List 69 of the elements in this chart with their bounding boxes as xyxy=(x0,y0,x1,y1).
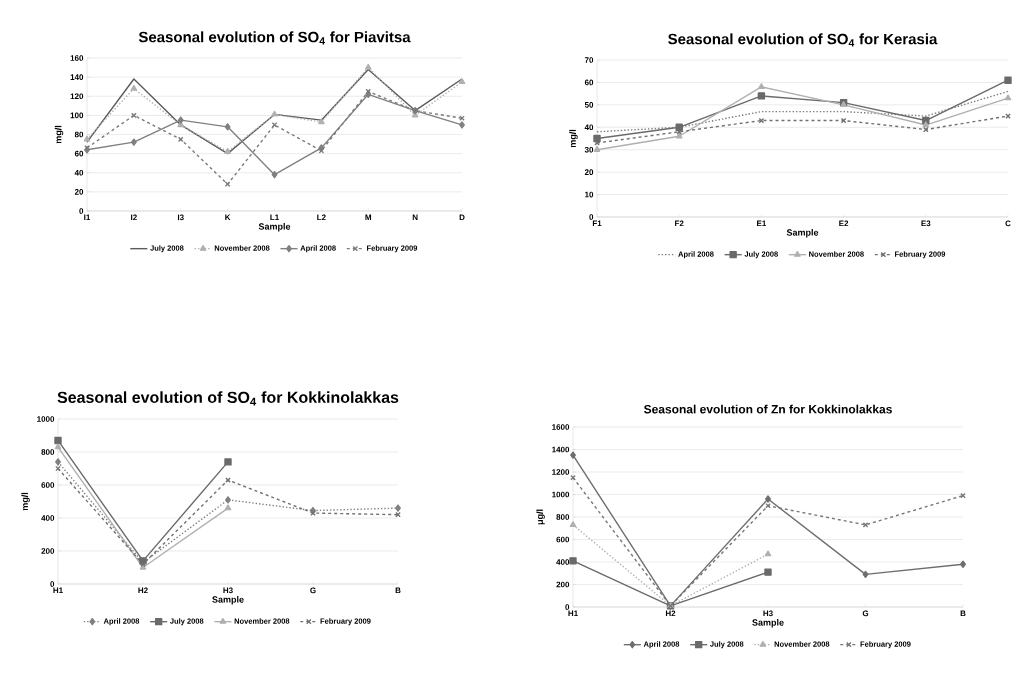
y-axis-title: μg/l xyxy=(536,509,545,525)
x-axis-title: Sample xyxy=(786,229,819,238)
y-tick-label: 800 xyxy=(556,514,570,520)
y-tick-label: 1400 xyxy=(552,446,570,453)
x-tick-label: E2 xyxy=(839,220,849,227)
y-tick-label: 80 xyxy=(74,131,84,138)
x-tick-label: F1 xyxy=(592,220,602,227)
x-tick-label: H1 xyxy=(53,587,63,594)
y-tick-label: 0 xyxy=(589,214,594,220)
y-axis-title: mg/l xyxy=(569,129,578,148)
x-tick-label: K xyxy=(225,214,231,221)
y-tick-label: 200 xyxy=(41,548,55,554)
y-tick-label: 40 xyxy=(584,124,594,131)
y-tick-label: 100 xyxy=(70,112,84,119)
y-tick-label: 50 xyxy=(584,102,594,108)
y-tick-label: 0 xyxy=(565,604,570,610)
chart-title: Seasonal evolution of SO$_{4}$ for Piavitsa xyxy=(138,31,411,45)
y-tick-label: 1600 xyxy=(552,424,570,430)
x-tick-label: L1 xyxy=(270,214,279,221)
x-axis-title: Sample xyxy=(752,619,784,628)
x-axis-title: Sample xyxy=(258,223,291,232)
x-axis-title: Sample xyxy=(212,596,244,605)
x-tick-label: H1 xyxy=(568,610,578,617)
x-tick-label: E3 xyxy=(921,220,931,227)
x-tick-label: L2 xyxy=(317,214,326,221)
x-tick-label: H2 xyxy=(665,610,676,617)
y-tick-label: 140 xyxy=(70,74,84,80)
x-tick-label: N xyxy=(412,214,418,221)
x-tick-label: I2 xyxy=(131,214,137,221)
y-tick-label: 60 xyxy=(584,79,594,86)
x-tick-label: B xyxy=(960,610,966,617)
x-tick-label: E1 xyxy=(757,220,767,227)
y-axis-title: mg/l xyxy=(54,125,64,144)
x-tick-label: G xyxy=(862,610,869,617)
y-tick-label: 160 xyxy=(70,55,84,61)
x-tick-label: I3 xyxy=(177,214,184,221)
y-tick-label: 0 xyxy=(79,208,84,214)
x-tick-label: B xyxy=(395,587,401,594)
y-tick-label: 200 xyxy=(556,581,570,588)
x-tick-label: D xyxy=(459,214,465,221)
y-tick-label: 1200 xyxy=(552,469,570,475)
chart-title: Seasonal evolution of SO$_{4}$ for Kerasia xyxy=(668,33,938,47)
y-tick-label: 400 xyxy=(41,515,55,521)
y-tick-label: 1000 xyxy=(552,491,570,498)
y-tick-label: 600 xyxy=(556,536,570,543)
y-tick-label: 10 xyxy=(585,191,594,198)
y-tick-label: 70 xyxy=(584,57,594,63)
x-tick-label: I1 xyxy=(84,214,91,221)
x-tick-label: M xyxy=(365,214,372,221)
y-tick-label: 400 xyxy=(556,559,570,565)
chart-title: Seasonal evolution of SO$_{4}$ for Kokkinolakkas xyxy=(57,391,399,406)
y-tick-label: 60 xyxy=(74,150,84,157)
y-tick-label: 20 xyxy=(584,169,594,175)
y-tick-label: 0 xyxy=(50,581,55,587)
x-tick-label: F2 xyxy=(675,220,684,227)
y-tick-label: 20 xyxy=(74,189,84,195)
y-tick-label: 600 xyxy=(41,482,55,488)
x-tick-label: G xyxy=(310,587,316,594)
y-tick-label: 120 xyxy=(70,93,84,100)
y-axis-title: mg/l xyxy=(21,492,30,511)
chart-title: Seasonal evolution of Zn for Kokkinolakkas xyxy=(643,404,892,414)
y-tick-label: 800 xyxy=(41,449,55,455)
y-tick-label: 30 xyxy=(584,146,594,153)
x-tick-label: C xyxy=(1005,220,1011,227)
x-tick-label: H3 xyxy=(763,610,773,617)
y-tick-label: 40 xyxy=(74,169,84,176)
y-tick-label: 1000 xyxy=(37,416,55,422)
x-tick-label: H2 xyxy=(138,587,148,594)
x-tick-label: H3 xyxy=(223,587,233,594)
